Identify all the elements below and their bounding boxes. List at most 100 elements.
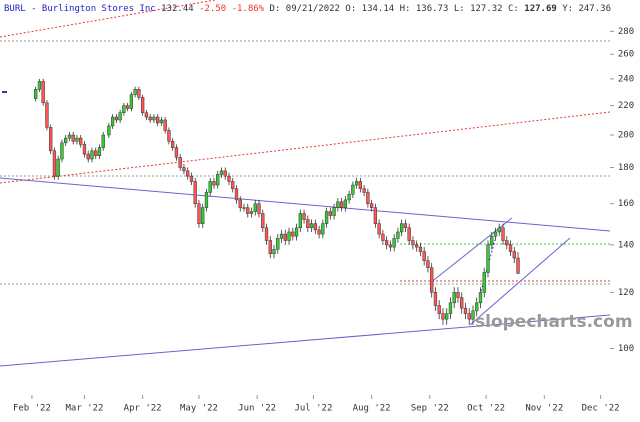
candle-body bbox=[486, 244, 490, 273]
candle-body bbox=[37, 81, 42, 90]
candle-body bbox=[137, 89, 141, 98]
trend-line bbox=[0, 177, 611, 232]
candle-body bbox=[86, 153, 90, 160]
x-tick-label: Feb '22 bbox=[13, 404, 51, 414]
x-tick-label: Apr '22 bbox=[124, 404, 162, 414]
candle-body bbox=[253, 203, 257, 212]
candle-body bbox=[501, 227, 505, 241]
candle-body bbox=[71, 134, 75, 142]
candle-body bbox=[122, 105, 126, 113]
y-tick-label: 220 bbox=[618, 101, 634, 111]
candle-body bbox=[189, 175, 194, 182]
candle-body bbox=[287, 231, 291, 241]
candle-body bbox=[441, 313, 445, 320]
candle-body bbox=[426, 260, 430, 268]
candle-body bbox=[351, 184, 355, 195]
candle-body bbox=[94, 150, 98, 156]
candle-body bbox=[171, 140, 175, 148]
candle-body bbox=[216, 174, 220, 186]
change-pct: -1.86% bbox=[232, 4, 265, 14]
y-tick-label: 260 bbox=[618, 50, 634, 60]
candle-body bbox=[373, 207, 378, 224]
x-tick-label: Oct '22 bbox=[467, 404, 505, 414]
y-tick-label: 180 bbox=[618, 163, 634, 173]
candle-body bbox=[445, 313, 449, 320]
candle-body bbox=[471, 310, 475, 320]
candle-body bbox=[242, 207, 246, 209]
candle-body bbox=[475, 302, 479, 312]
candle-body bbox=[110, 116, 115, 127]
candle-body bbox=[234, 188, 239, 201]
candle-body bbox=[227, 175, 231, 182]
candle-body bbox=[309, 223, 314, 229]
candle-body bbox=[430, 267, 434, 293]
candle-body bbox=[505, 240, 509, 246]
candle-body bbox=[45, 102, 49, 128]
candle-body bbox=[381, 233, 385, 241]
y-tick-label: 100 bbox=[618, 344, 634, 354]
candle-body bbox=[67, 134, 72, 139]
candle-body bbox=[354, 181, 359, 186]
y-tick-label: 200 bbox=[618, 131, 634, 141]
candle-body bbox=[369, 203, 374, 208]
candle-body bbox=[264, 227, 269, 241]
y-tick-label: 280 bbox=[618, 27, 634, 37]
y-tick-label: 120 bbox=[618, 288, 634, 298]
candle-body bbox=[178, 157, 182, 168]
low: L: 127.32 bbox=[454, 4, 503, 14]
candle-body bbox=[82, 144, 87, 155]
candle-body bbox=[508, 244, 513, 252]
candle-body bbox=[167, 130, 171, 142]
candle-body bbox=[460, 297, 464, 309]
trend-line bbox=[0, 314, 611, 367]
candle-body bbox=[343, 199, 348, 208]
candle-body bbox=[107, 125, 111, 136]
candle-body bbox=[377, 223, 381, 235]
candle-body bbox=[298, 213, 302, 229]
candle-body bbox=[313, 223, 317, 231]
candle-body bbox=[366, 192, 370, 204]
candle-body bbox=[174, 147, 179, 158]
candle-body bbox=[219, 170, 224, 175]
change: -2.50 bbox=[199, 4, 226, 14]
candle-body bbox=[34, 89, 38, 99]
candle-body bbox=[231, 181, 235, 189]
candle-body bbox=[332, 207, 336, 216]
x-tick-label: May '22 bbox=[180, 404, 218, 414]
candle-body bbox=[257, 203, 261, 214]
candle-body bbox=[411, 240, 415, 246]
candle-body bbox=[159, 119, 164, 124]
header-text: BURL - Burlington Stores Inc 132.44 -2.5… bbox=[4, 4, 611, 14]
year-high: Y: 247.36 bbox=[562, 4, 611, 14]
annotation-lines bbox=[0, 0, 611, 367]
candle-body bbox=[482, 272, 486, 293]
candle-body bbox=[90, 150, 94, 160]
candle-body bbox=[392, 238, 396, 248]
high: H: 136.73 bbox=[400, 4, 449, 14]
x-tick-label: Dec '22 bbox=[582, 404, 620, 414]
x-tick-label: Sep '22 bbox=[411, 404, 449, 414]
candle-body bbox=[204, 192, 209, 208]
candle-body bbox=[463, 307, 468, 314]
candle-body bbox=[41, 81, 45, 104]
candle-body bbox=[249, 211, 254, 214]
candle-body bbox=[182, 167, 186, 172]
candle-body bbox=[101, 134, 105, 148]
candle-body bbox=[396, 231, 400, 239]
candle-body bbox=[118, 112, 122, 121]
candle-body bbox=[400, 223, 404, 233]
candle-body bbox=[201, 207, 205, 224]
candle-body bbox=[186, 170, 190, 177]
candle-body bbox=[317, 229, 321, 235]
close-label: C: bbox=[508, 4, 519, 14]
candle-body bbox=[193, 181, 197, 204]
candle-body bbox=[97, 147, 102, 156]
candle-body bbox=[324, 211, 329, 224]
candle-body bbox=[148, 116, 152, 121]
y-tick-label: 240 bbox=[618, 74, 634, 84]
candle-body bbox=[163, 119, 167, 131]
candle-body bbox=[321, 223, 325, 235]
header: BURL - Burlington Stores Inc 132.44 -2.5… bbox=[4, 4, 611, 14]
candle-body bbox=[478, 292, 483, 304]
